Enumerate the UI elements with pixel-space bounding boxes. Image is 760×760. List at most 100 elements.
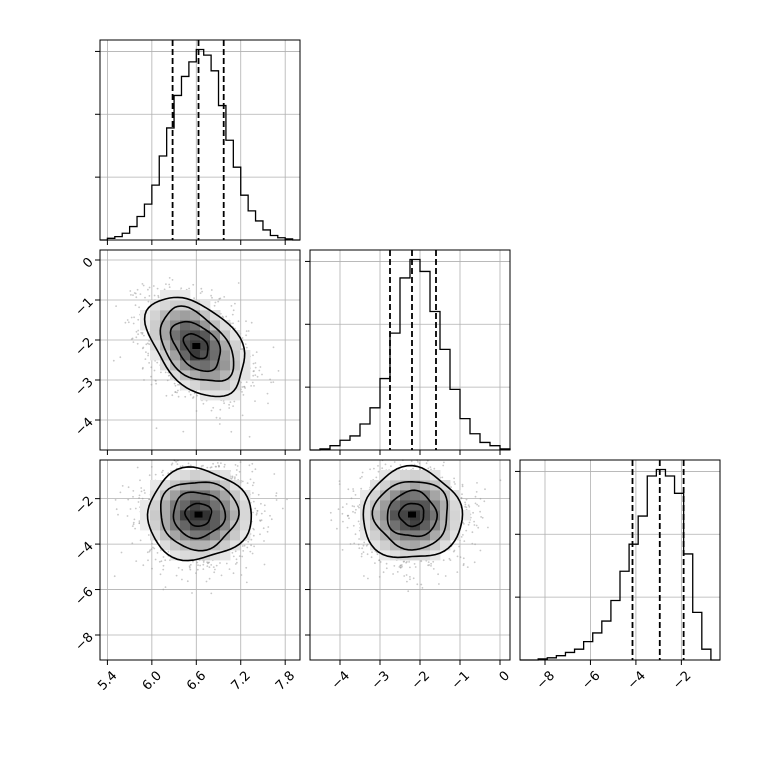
- scatter-point: [360, 555, 363, 558]
- scatter-point: [330, 519, 333, 522]
- x-tick-label: 7.2: [229, 668, 254, 693]
- density-cell: [160, 340, 171, 351]
- density-cell: [400, 540, 411, 551]
- scatter-point: [472, 511, 474, 514]
- density-panel-1: −4 −3 −2 −1 0: [72, 249, 301, 455]
- density-cell: [200, 490, 211, 501]
- density-cell: [240, 360, 251, 371]
- density-cell: [180, 480, 191, 491]
- scatter-point: [144, 492, 146, 494]
- scatter-point: [220, 462, 222, 464]
- scatter-point: [255, 351, 258, 353]
- scatter-point: [233, 477, 236, 480]
- scatter-point: [464, 501, 466, 504]
- scatter-point: [137, 333, 140, 336]
- scatter-point: [139, 479, 141, 482]
- density-cell: [150, 310, 161, 321]
- density-cell: [210, 500, 221, 511]
- scatter-point: [189, 464, 192, 467]
- scatter-point: [462, 534, 464, 536]
- scatter-point: [352, 488, 354, 490]
- scatter-point: [216, 462, 219, 464]
- scatter-point: [477, 526, 480, 529]
- density-cell: [200, 550, 211, 561]
- scatter-point: [188, 390, 191, 393]
- density-cell: [220, 500, 231, 511]
- scatter-point: [416, 583, 419, 586]
- density-cell: [200, 300, 211, 311]
- density-cell: [390, 510, 401, 521]
- scatter-point: [150, 383, 153, 386]
- density-cell: [380, 500, 391, 511]
- scatter-point: [148, 550, 151, 553]
- scatter-point: [231, 475, 234, 478]
- density-cell: [200, 330, 211, 341]
- scatter-point: [252, 534, 255, 537]
- scatter-point: [223, 296, 226, 298]
- scatter-point: [346, 526, 349, 529]
- density-cell: [170, 300, 181, 311]
- scatter-point: [361, 547, 364, 550]
- density-cell: [390, 470, 401, 481]
- density-cell: [380, 490, 391, 501]
- scatter-point: [378, 576, 381, 578]
- density-cell: [240, 500, 251, 511]
- density-cell: [160, 530, 171, 541]
- density-cell: [370, 530, 381, 541]
- scatter-point: [167, 550, 170, 553]
- scatter-point: [242, 394, 245, 396]
- density-cell: [170, 360, 181, 371]
- x-tick-label: −4: [329, 668, 353, 692]
- scatter-point: [252, 511, 254, 514]
- x-tick-label: 0: [497, 668, 513, 684]
- scatter-point: [454, 483, 456, 485]
- scatter-point: [354, 511, 356, 514]
- histogram-2-grid: [310, 250, 510, 450]
- density-cell: [160, 520, 171, 531]
- density-cell: [240, 370, 251, 381]
- scatter-point: [250, 321, 253, 324]
- scatter-point: [355, 508, 357, 511]
- scatter-point: [171, 394, 174, 397]
- scatter-point: [373, 467, 375, 470]
- scatter-point: [209, 466, 212, 469]
- density-cell: [460, 510, 471, 521]
- scatter-point: [143, 379, 145, 381]
- scatter-point: [337, 508, 340, 510]
- scatter-point: [241, 545, 244, 547]
- scatter-point: [338, 480, 341, 482]
- scatter-point: [145, 351, 147, 353]
- scatter-point: [427, 561, 430, 563]
- density-cell: [180, 310, 191, 321]
- density-cell: [230, 490, 241, 501]
- scatter-point: [250, 544, 253, 547]
- scatter-point: [130, 338, 133, 340]
- scatter-point: [248, 435, 251, 438]
- scatter-point: [202, 561, 205, 563]
- density-cell: [170, 550, 181, 561]
- scatter-point: [148, 362, 151, 364]
- scatter-point: [365, 544, 368, 547]
- contour-level-4: [143, 296, 246, 398]
- scatter-point: [259, 366, 262, 368]
- scatter-point: [214, 568, 216, 571]
- scatter-point: [115, 508, 118, 511]
- panel-background: [310, 250, 510, 450]
- density-cell: [190, 470, 201, 481]
- scatter-point: [213, 571, 216, 574]
- density-cell: [210, 490, 221, 501]
- contour-level-4: [146, 466, 253, 562]
- scatter-point: [487, 526, 489, 529]
- density-cell: [380, 470, 391, 481]
- density-cell: [160, 320, 171, 331]
- density-cell: [230, 380, 241, 391]
- scatter-point: [197, 564, 199, 566]
- scatter-point: [460, 536, 463, 538]
- density-cell: [410, 540, 421, 551]
- scatter-point: [193, 392, 196, 395]
- scatter-point: [362, 551, 365, 553]
- scatter-point: [165, 394, 168, 397]
- scatter-point: [390, 465, 392, 468]
- density-cell: [180, 290, 191, 301]
- scatter-point: [208, 566, 211, 569]
